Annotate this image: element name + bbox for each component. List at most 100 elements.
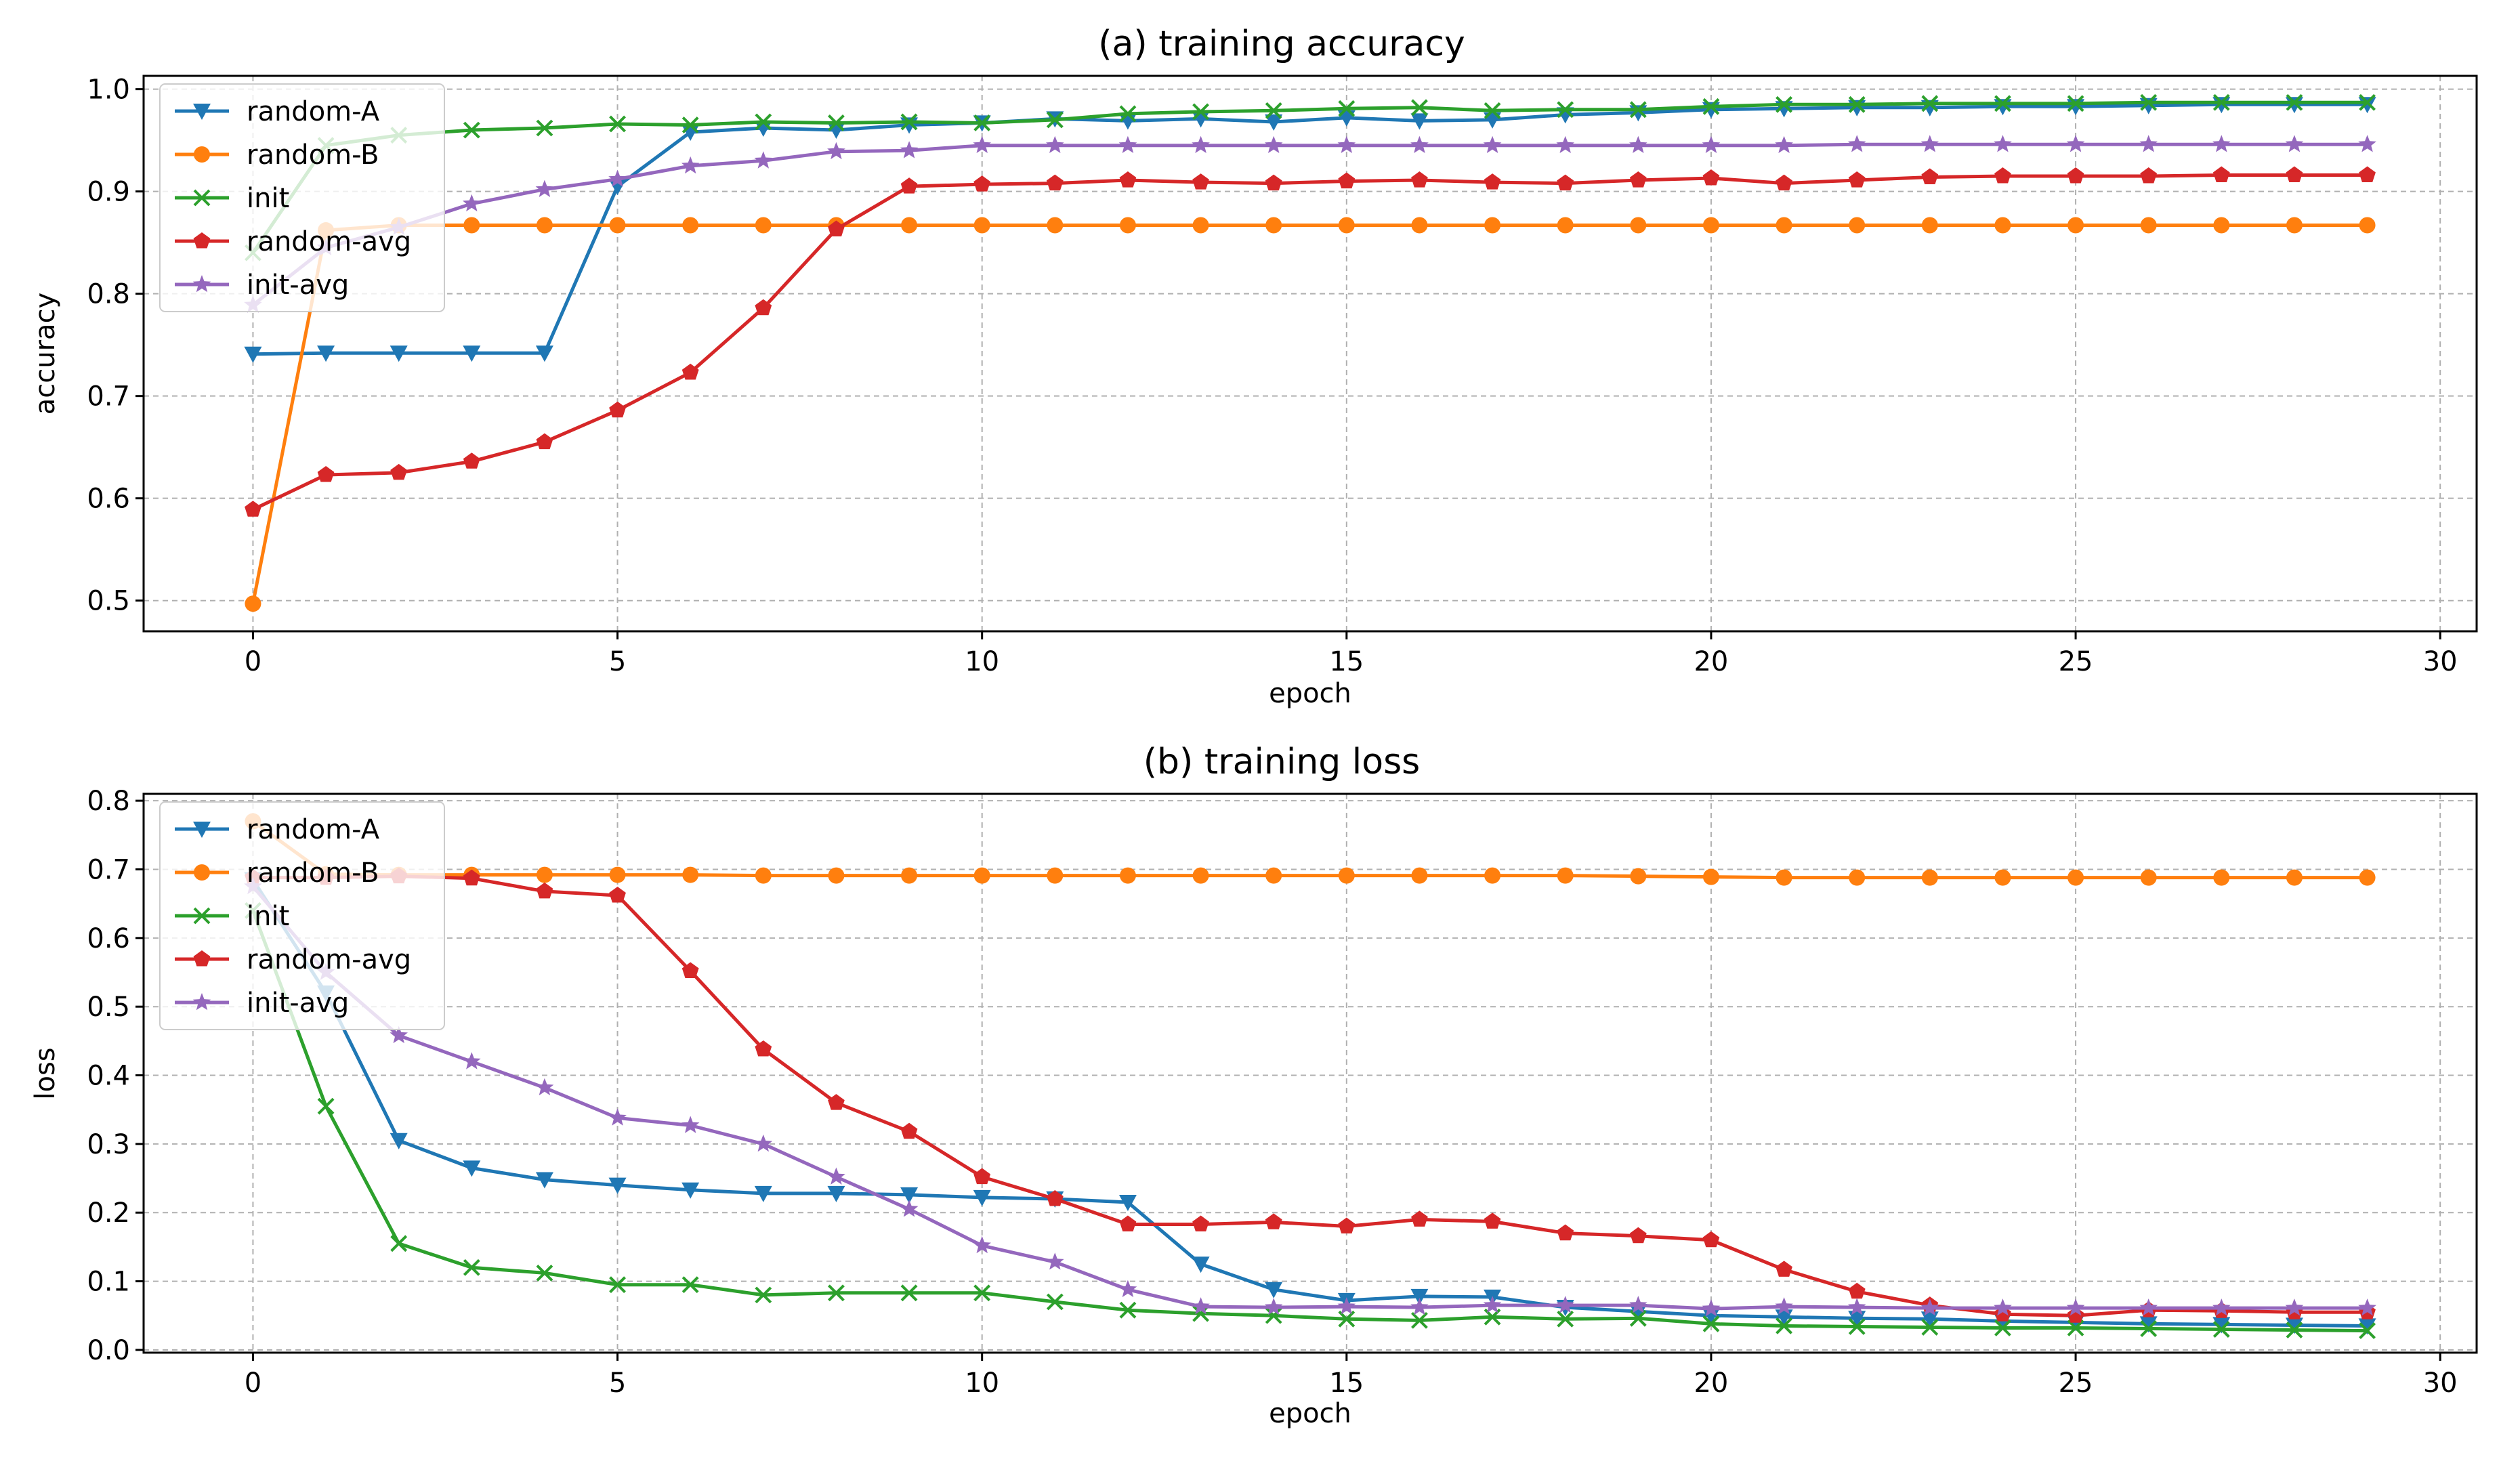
data-point-init	[900, 113, 918, 131]
legend-item-init-avg: init-avg	[175, 270, 349, 301]
data-point-init-avg	[1410, 1298, 1429, 1315]
data-point-random-B	[609, 217, 626, 234]
chart-a-xlabel: epoch	[1269, 678, 1351, 709]
data-point-init-avg	[1629, 1296, 1647, 1313]
data-point-random-B	[2286, 217, 2303, 234]
data-point-random-B	[828, 867, 845, 884]
data-point-random-B	[1849, 217, 1866, 234]
data-point-random-avg	[900, 1122, 918, 1139]
data-point-random-B	[609, 866, 626, 883]
data-point-init-avg	[2139, 1298, 2158, 1316]
data-point-init	[1848, 96, 1866, 113]
data-point-init	[681, 117, 699, 133]
data-point-random-B	[1994, 869, 2011, 886]
data-point-random-A	[1265, 1282, 1283, 1298]
data-point-init	[1994, 1319, 2011, 1336]
data-point-random-avg	[1994, 167, 2011, 184]
data-point-init-avg	[390, 1025, 408, 1044]
data-point-init	[1046, 111, 1064, 129]
legend-marker	[192, 993, 211, 1011]
y-tick-label: 0.6	[87, 923, 130, 954]
data-point-init-avg	[608, 1108, 627, 1126]
data-point-random-avg	[828, 220, 845, 236]
data-point-init	[1192, 103, 1209, 121]
data-point-init-avg	[1410, 135, 1429, 153]
data-point-init-avg	[2285, 135, 2304, 152]
data-point-random-avg	[1484, 1212, 1501, 1229]
data-point-random-B	[1484, 217, 1501, 234]
data-point-random-avg	[245, 501, 261, 517]
data-point-random-A	[463, 1160, 481, 1177]
data-point-init	[1192, 1305, 1209, 1322]
chart-loss: (b) training loss 0 5 10 15 20 25 300.00.10.20…	[30, 742, 2478, 1429]
data-point-init	[1776, 1317, 1792, 1334]
data-point-init	[2286, 1321, 2303, 1338]
y-tick-label: 0.7	[87, 381, 130, 413]
data-point-init-avg	[1118, 1280, 1137, 1298]
data-point-random-A	[2285, 1317, 2303, 1334]
data-point-init-avg	[2358, 135, 2376, 152]
data-point-random-avg	[2140, 167, 2158, 184]
data-point-random-A	[2212, 1317, 2231, 1334]
legend-item-random-avg: random-avg	[175, 944, 411, 975]
data-point-random-avg	[1484, 173, 1501, 190]
legend-item-init-avg: init-avg	[175, 988, 349, 1019]
data-point-init	[317, 1097, 335, 1115]
legend-marker	[192, 275, 211, 293]
data-point-init-avg	[535, 1078, 554, 1096]
chart-b-ticks: 0 5 10 15 20 25 30 0.0 0.1 0.2 0.3 0.4 0.5 0.6 0.7 0.8	[87, 786, 2457, 1399]
x-tick-label: 5	[609, 1368, 626, 1399]
data-point-random-B	[2140, 869, 2157, 886]
data-point-init-avg	[1920, 1298, 1939, 1316]
legend-label: random-B	[247, 858, 379, 889]
data-point-init	[1411, 99, 1428, 117]
data-point-init-avg	[2212, 1298, 2231, 1316]
data-point-random-B	[2286, 869, 2303, 886]
data-point-random-avg	[681, 363, 699, 380]
x-tick-label: 15	[1329, 646, 1364, 677]
data-point-random-B	[755, 867, 772, 884]
data-point-random-avg	[755, 1040, 772, 1057]
x-tick-label: 30	[2423, 1368, 2458, 1399]
chart-b-gridlines	[144, 794, 2477, 1353]
data-point-init-avg	[827, 142, 845, 160]
data-point-random-A	[390, 1133, 408, 1149]
legend-marker	[193, 232, 211, 249]
data-point-init-avg	[973, 1235, 991, 1254]
data-point-random-avg	[2212, 166, 2230, 182]
chart-b-legend: random-A random-B init random-avg init-avg	[159, 801, 445, 1030]
data-point-random-avg	[900, 177, 918, 194]
data-point-random-avg	[2286, 166, 2303, 182]
x-tick-label: 25	[2059, 1368, 2093, 1399]
data-point-init-avg	[1556, 135, 1574, 153]
y-tick-label: 0.3	[87, 1129, 130, 1160]
data-point-init-avg	[1046, 1252, 1064, 1270]
data-point-random-A	[463, 345, 481, 362]
y-tick-label: 0.4	[87, 1061, 130, 1092]
data-point-init	[1557, 101, 1574, 119]
data-point-random-avg	[1192, 1215, 1209, 1231]
legend-marker	[193, 189, 211, 207]
data-point-init-avg	[973, 135, 991, 153]
data-point-random-B	[536, 217, 553, 234]
data-point-random-B	[1265, 217, 1282, 234]
chart-a-title: (a) training accuracy	[1098, 24, 1465, 64]
y-tick-label: 0.6	[87, 484, 130, 515]
x-tick-label: 20	[1694, 1368, 1728, 1399]
data-point-init-avg	[1775, 1297, 1793, 1315]
data-point-init	[2067, 95, 2084, 112]
data-point-random-avg	[1192, 173, 1209, 190]
data-point-init	[755, 1286, 772, 1304]
chart-a-legend: random-A random-B init random-avg init-avg	[159, 83, 445, 312]
data-point-random-avg	[1629, 171, 1647, 188]
data-point-random-B	[1630, 217, 1647, 234]
legend-item-random-A: random-A	[175, 96, 380, 127]
data-point-random-A	[973, 1189, 991, 1206]
data-point-init-avg	[754, 151, 773, 169]
chart-b-axes-frame	[142, 792, 2478, 1354]
data-point-init-avg	[535, 179, 554, 197]
data-point-init	[2359, 93, 2376, 111]
chart-b-xlabel: epoch	[1269, 1398, 1351, 1429]
data-point-random-B	[901, 867, 918, 884]
data-point-init	[1629, 101, 1647, 119]
